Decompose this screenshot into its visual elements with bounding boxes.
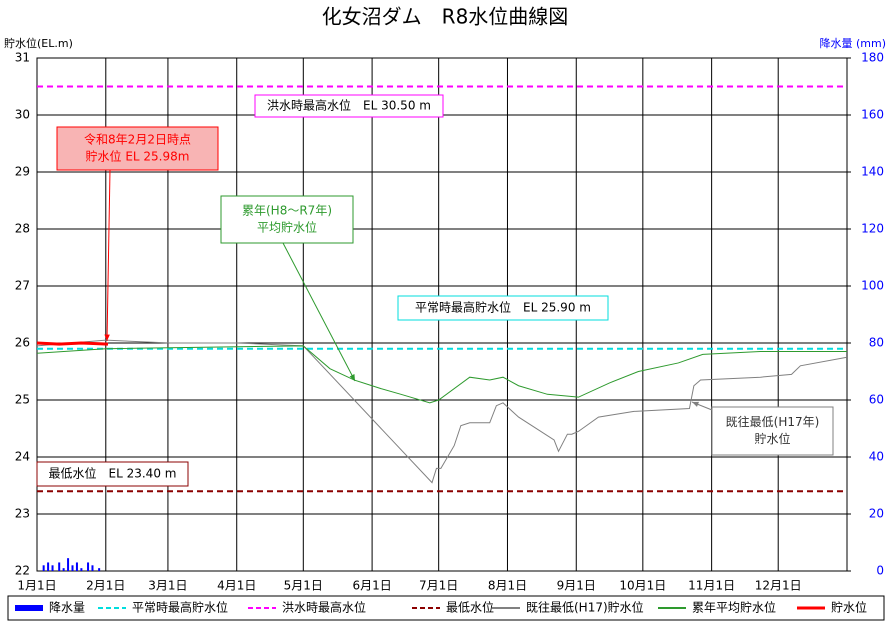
legend-label: 降水量 — [49, 601, 85, 615]
y2-tick-label: 80 — [869, 336, 884, 350]
y2-axis-label: 降水量 (mm) — [819, 36, 886, 50]
y-tick-label: 31 — [15, 51, 30, 65]
bar — [62, 568, 65, 571]
x-tick-label: 4月1日 — [217, 579, 256, 593]
annotation-text: 令和8年2月2日時点 — [84, 132, 191, 147]
bar — [98, 568, 101, 571]
annotation-text: 貯水位 — [754, 431, 790, 446]
plot-frame — [36, 57, 848, 572]
annotation-box — [220, 195, 354, 244]
legend-box — [7, 595, 885, 621]
annotation-text: 累年(H8～R7年) — [242, 204, 332, 218]
y2-tick-label: 120 — [861, 222, 884, 236]
annotation-arrowhead — [104, 334, 110, 341]
legend-label: 貯水位 — [831, 600, 867, 615]
y-tick-label: 23 — [15, 507, 30, 521]
y-axis-label: 貯水位(EL.m) — [4, 36, 73, 50]
y2-tick-label: 0 — [876, 564, 884, 578]
annotation-text: 平常時最高貯水位 EL 25.90 m — [415, 300, 591, 315]
bar — [80, 568, 83, 571]
x-tick-label: 7月1日 — [419, 579, 458, 593]
y2-tick-label: 160 — [861, 108, 884, 122]
x-tick-label: 2月1日 — [86, 579, 125, 593]
annotation-box — [56, 126, 219, 171]
bar — [75, 562, 78, 571]
y2-tick-label: 140 — [861, 165, 884, 179]
y-tick-label: 24 — [15, 450, 30, 464]
legend-label: 平常時最高貯水位 — [132, 600, 228, 615]
bar — [71, 565, 74, 571]
x-tick-label: 1月1日 — [17, 579, 56, 593]
y-tick-label: 29 — [15, 165, 30, 179]
annotation-text: 平均貯水位 — [257, 220, 317, 235]
y-tick-label: 28 — [15, 222, 30, 236]
y-tick-label: 25 — [15, 393, 30, 407]
x-tick-label: 5月1日 — [284, 579, 323, 593]
annotation-box — [36, 461, 189, 487]
bar — [42, 565, 45, 571]
annotation-text: 既往最低(H17年) — [726, 414, 820, 429]
y-tick-label: 27 — [15, 279, 30, 293]
annotation-arrowhead — [349, 374, 355, 381]
x-tick-label: 10月1日 — [619, 579, 666, 593]
bar — [67, 558, 70, 571]
annotation-text: 洪水時最高水位 EL 30.50 m — [267, 98, 431, 113]
x-tick-label: 6月1日 — [352, 579, 391, 593]
x-tick-label: 11月1日 — [688, 579, 735, 593]
legend-label: 最低水位 — [446, 600, 494, 615]
annotation-box — [254, 94, 444, 118]
y2-tick-label: 100 — [861, 279, 884, 293]
y-tick-label: 22 — [15, 564, 30, 578]
bar — [91, 565, 94, 571]
legend-label: 累年平均貯水位 — [692, 600, 776, 615]
bar — [47, 562, 50, 571]
annotation-box — [397, 295, 609, 321]
annotation-box — [711, 406, 834, 456]
series-line — [36, 341, 109, 346]
y2-tick-label: 180 — [861, 51, 884, 65]
y-tick-label: 26 — [15, 336, 30, 350]
y2-tick-label: 20 — [869, 507, 884, 521]
series-line — [36, 345, 847, 404]
bar — [87, 562, 90, 571]
bar — [58, 562, 61, 571]
bar — [51, 565, 54, 571]
annotation-arrowhead — [692, 401, 699, 407]
y2-tick-label: 40 — [869, 450, 884, 464]
annotation-text: 最低水位 EL 23.40 m — [49, 466, 177, 481]
annotation-text: 貯水位 EL 25.98m — [86, 149, 190, 164]
y-tick-label: 30 — [15, 108, 30, 122]
series-line — [36, 339, 848, 484]
x-tick-label: 9月1日 — [557, 579, 596, 593]
legend-swatch — [15, 605, 43, 611]
annotation-pointer — [282, 242, 356, 382]
chart-title: 化女沼ダム R8水位曲線図 — [322, 5, 569, 29]
y2-tick-label: 60 — [869, 393, 884, 407]
x-tick-label: 12月1日 — [755, 579, 802, 593]
legend-label: 洪水時最高水位 — [282, 600, 366, 615]
legend-label: 既往最低(H17)貯水位 — [526, 600, 644, 615]
x-tick-label: 3月1日 — [148, 579, 187, 593]
x-tick-label: 8月1日 — [488, 579, 527, 593]
annotation-pointer — [106, 169, 111, 342]
